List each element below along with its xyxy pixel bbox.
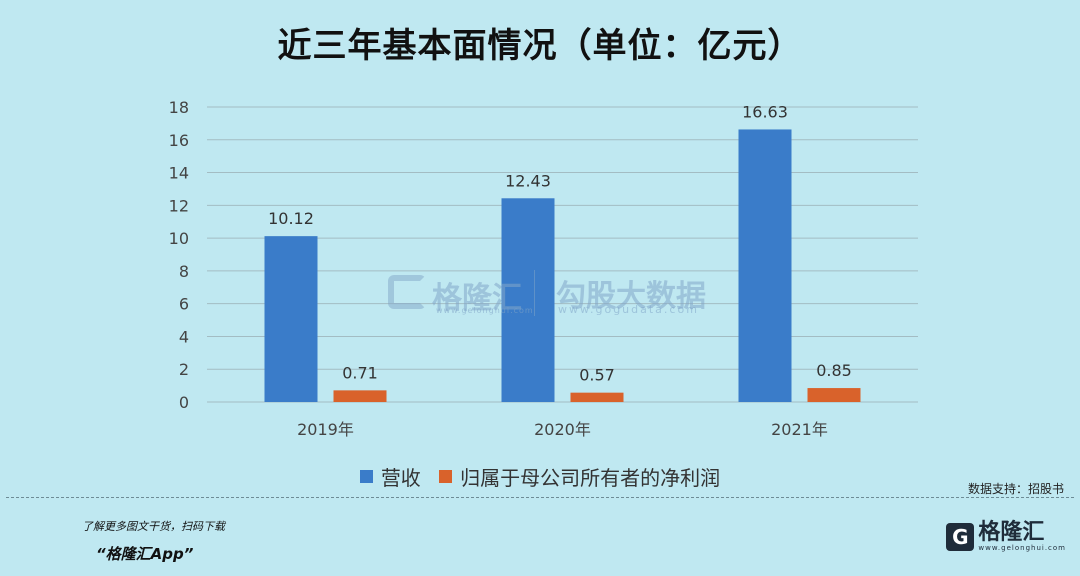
y-tick-label: 16 bbox=[169, 131, 189, 150]
y-tick-label: 4 bbox=[179, 327, 189, 346]
watermark-logo-text: 格隆汇 bbox=[432, 281, 522, 316]
y-tick-label: 18 bbox=[169, 98, 189, 117]
data-label: 16.63 bbox=[742, 102, 788, 121]
data-source-note: 数据支持：招股书 bbox=[967, 482, 1064, 496]
y-tick-label: 12 bbox=[169, 196, 189, 215]
brand-g-icon: G bbox=[946, 523, 975, 551]
x-tick-label: 2020年 bbox=[534, 420, 591, 439]
watermark-separator bbox=[534, 270, 535, 316]
bar-revenue bbox=[738, 129, 792, 403]
data-label: 10.12 bbox=[268, 209, 314, 228]
legend-label-net-profit: 归属于母公司所有者的净利润 bbox=[460, 466, 721, 490]
y-tick-label: 0 bbox=[179, 393, 189, 412]
watermark-g-icon bbox=[388, 275, 426, 309]
legend-swatch-revenue bbox=[359, 470, 373, 483]
legend-label-revenue: 营收 bbox=[380, 466, 421, 490]
y-tick-label: 8 bbox=[179, 262, 189, 281]
data-label: 12.43 bbox=[505, 171, 551, 190]
y-tick-label: 10 bbox=[169, 229, 189, 248]
legend-item-net-profit: 归属于母公司所有者的净利润 bbox=[439, 462, 720, 491]
bar-chart: 0 2 4 6 8 10 12 14 16 18 10.12 0.71 2019年 12.43 0.57 20… bbox=[169, 98, 918, 439]
x-tick-label: 2019年 bbox=[297, 420, 354, 439]
bar-net-profit bbox=[333, 390, 387, 402]
x-tick-label: 2021年 bbox=[771, 420, 828, 439]
watermark-logo-url: www.gelonghui.com bbox=[436, 306, 534, 315]
chart-legend: 营收 归属于母公司所有者的净利润 bbox=[0, 462, 1080, 491]
data-label: 0.57 bbox=[579, 366, 615, 385]
legend-item-revenue: 营收 bbox=[359, 462, 421, 491]
data-label: 0.85 bbox=[816, 361, 852, 380]
watermark-gogu-text: 勾股大数据 bbox=[556, 279, 706, 314]
chart-title: 近三年基本面情况（单位：亿元） bbox=[277, 26, 803, 66]
y-tick-label: 14 bbox=[169, 164, 189, 183]
brand-url: www.gelonghui.com bbox=[978, 544, 1066, 552]
y-tick-label: 2 bbox=[179, 360, 189, 379]
y-tick-label: 6 bbox=[179, 295, 189, 314]
bar-net-profit bbox=[807, 388, 861, 402]
legend-swatch-net-profit bbox=[439, 470, 453, 483]
dashed-divider bbox=[6, 497, 1074, 498]
bar-net-profit bbox=[570, 392, 624, 402]
promo-app-name: “格隆汇App” bbox=[96, 545, 194, 563]
bar-revenue bbox=[501, 198, 555, 402]
data-label: 0.71 bbox=[342, 363, 378, 382]
brand-logo: G 格隆汇 www.gelonghui.com bbox=[946, 522, 1066, 552]
bar-revenue bbox=[264, 236, 318, 402]
watermark-gogu-url: www.gogudata.com bbox=[558, 303, 699, 316]
promo-text: 了解更多图文干货，扫码下载 bbox=[82, 520, 225, 533]
brand-name: 格隆汇 bbox=[978, 520, 1045, 545]
